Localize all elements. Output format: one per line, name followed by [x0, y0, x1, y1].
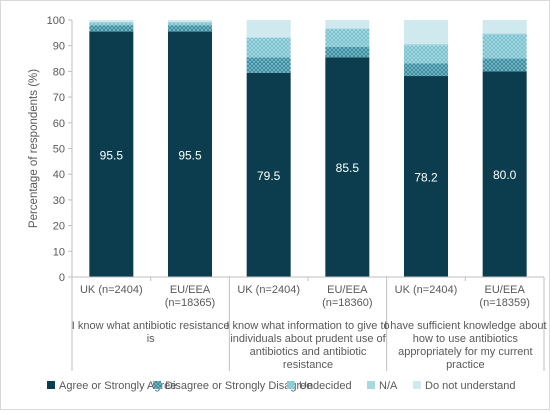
bar-segment-disagree-or-strongly-disagree	[246, 57, 291, 73]
bar-segment-agree-or-strongly-agree	[246, 72, 291, 277]
data-label: 95.5	[178, 148, 202, 162]
legend-label: Agree or Strongly Agree	[59, 380, 176, 392]
bar-segment-n-a	[325, 28, 370, 29]
bar-segment-disagree-or-strongly-disagree	[89, 25, 134, 32]
y-tick-label: 40	[53, 169, 65, 181]
legend-label: Disagree or Strongly Disagree	[165, 380, 312, 392]
bar-segment-disagree-or-strongly-disagree	[404, 63, 448, 77]
bar-segment-undecided	[246, 37, 291, 58]
legend-label: N/A	[379, 380, 398, 392]
bar-segment-undecided	[168, 22, 212, 26]
category-label: UK (n=2404)	[237, 284, 300, 296]
bar-segment-agree-or-strongly-agree	[168, 31, 212, 277]
bar-segment-undecided	[482, 34, 527, 59]
bars: 95.5 95.5 79.5 85.5 78.2 80.0	[89, 20, 527, 278]
data-label: 78.2	[414, 171, 438, 185]
data-label: 80.0	[493, 168, 517, 182]
y-tick-label: 10	[53, 246, 65, 258]
bar-segment-disagree-or-strongly-disagree	[168, 25, 212, 32]
y-tick-label: 70	[53, 92, 65, 104]
legend-item: Do not understand	[413, 380, 516, 392]
bar-segment-do-not-understand	[404, 20, 448, 44]
legend-swatch	[367, 381, 375, 389]
legend-item: Disagree or Strongly Disagree	[153, 380, 312, 392]
y-tick-label: 80	[53, 66, 65, 78]
legend-label: Undecided	[299, 380, 352, 392]
bar-segment-n-a	[168, 21, 212, 23]
bar-segment-do-not-understand	[89, 20, 134, 22]
bar-segment-disagree-or-strongly-disagree	[482, 58, 527, 72]
data-label: 85.5	[336, 161, 360, 175]
bar-segment-n-a	[404, 43, 448, 46]
y-axis-title: Percentage of respondents (%)	[28, 69, 40, 228]
bar-segment-undecided	[325, 28, 370, 47]
category-label: EU/EEA (n=18360)	[322, 284, 372, 309]
bar-segment-do-not-understand	[325, 20, 370, 29]
bar-segment-agree-or-strongly-agree	[482, 71, 527, 278]
legend-item: Undecided	[287, 380, 352, 392]
y-tick-label: 30	[53, 195, 65, 207]
y-tick-label: 100	[47, 15, 65, 27]
legend-item: N/A	[367, 380, 398, 392]
legend-swatch	[47, 381, 55, 389]
legend-swatch	[413, 381, 421, 389]
group-label: I have sufficient knowledge about how to …	[384, 320, 546, 371]
category-label: EU/EEA (n=18359)	[479, 284, 529, 309]
group-label: I know what antibiotic resistance is	[72, 320, 230, 345]
bar-segment-undecided	[89, 22, 134, 26]
group-label: I know what information to give to indivi…	[226, 320, 389, 371]
category-label: UK (n=2404)	[80, 284, 143, 296]
axes: 0 10 20 30 40 50 60 70 80 90 100 Percentage of resp…	[28, 15, 73, 284]
category-label: UK (n=2404)	[395, 284, 458, 296]
legend-item: Agree or Strongly Agree	[47, 380, 176, 392]
bar-segment-do-not-understand	[482, 20, 527, 34]
legend-swatch	[153, 381, 161, 389]
legend-label: Do not understand	[425, 380, 516, 392]
legend-swatch	[287, 381, 295, 389]
y-tick-label: 0	[59, 272, 65, 284]
bar-segment-do-not-understand	[168, 20, 212, 22]
bar-segment-n-a	[89, 21, 134, 23]
data-label: 95.5	[100, 148, 124, 162]
bar-segment-agree-or-strongly-agree	[89, 31, 134, 277]
y-tick-label: 50	[53, 144, 65, 156]
bar-segment-disagree-or-strongly-disagree	[325, 46, 370, 58]
data-label: 79.5	[257, 169, 281, 183]
bar-segment-agree-or-strongly-agree	[325, 57, 370, 277]
category-label: EU/EEA (n=18365)	[165, 284, 215, 309]
y-tick-label: 60	[53, 118, 65, 130]
bar-segment-n-a	[482, 33, 527, 35]
y-tick-label: 20	[53, 221, 65, 233]
x-axis-labels: UK (n=2404) EU/EEA (n=18365) UK (n=2404) EU/…	[71, 276, 547, 371]
bar-segment-do-not-understand	[246, 20, 291, 38]
bar-segment-agree-or-strongly-agree	[404, 76, 448, 277]
y-tick-label: 90	[53, 41, 65, 53]
bar-segment-undecided	[404, 45, 448, 64]
bar-segment-n-a	[246, 37, 291, 38]
